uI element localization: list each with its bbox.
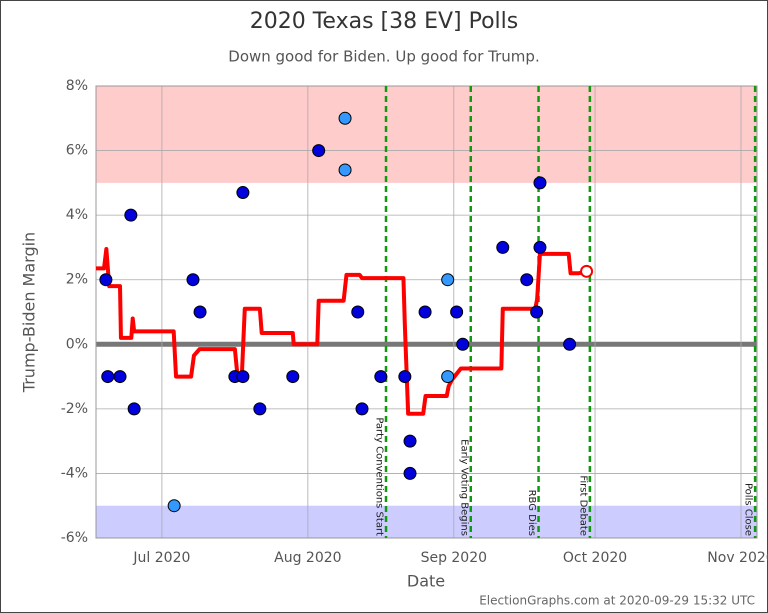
band — [96, 505, 757, 538]
poll-point — [441, 273, 455, 287]
x-tick-label: Oct 2020 — [563, 550, 627, 566]
band — [96, 86, 757, 183]
footer: ElectionGraphs.com at 2020-09-29 15:32 U… — [479, 594, 755, 608]
poll-point — [124, 208, 138, 222]
x-tick-label: Sep 2020 — [421, 550, 487, 566]
poll-point — [450, 305, 464, 319]
event-label: Early Voting Begins — [458, 439, 469, 536]
poll-point — [456, 337, 470, 351]
poll-point — [533, 240, 547, 254]
x-tick-label: Nov 2020 — [707, 550, 768, 566]
y-tick-label: 8% — [66, 78, 88, 94]
y-tick-label: 0% — [66, 336, 88, 352]
poll-point — [338, 111, 352, 125]
y-tick-label: 2% — [66, 272, 88, 288]
poll-point — [286, 370, 300, 384]
poll-point — [101, 370, 115, 384]
x-tick-label: Jul 2020 — [132, 550, 190, 566]
poll-point — [186, 273, 200, 287]
poll-point — [403, 434, 417, 448]
poll-point — [563, 337, 577, 351]
y-tick-label: -2% — [61, 401, 88, 417]
poll-point — [530, 305, 544, 319]
event-label: First Debate — [577, 475, 588, 536]
average-line — [96, 247, 588, 416]
x-tick-label: Aug 2020 — [274, 550, 341, 566]
plot-border — [95, 85, 758, 539]
y-tick-label: -6% — [61, 530, 88, 546]
plot-area: -6% -4% -2% 0% 2% 4% 6% 8% Jul 2020 Aug 2020 Sep 2… — [61, 78, 768, 566]
y-tick-label: 6% — [66, 143, 88, 159]
poll-point — [127, 402, 141, 416]
chart-subtitle: Down good for Biden. Up good for Trump. — [228, 48, 539, 66]
poll-point — [418, 305, 432, 319]
poll-point — [167, 499, 181, 513]
latest-average — [580, 264, 594, 278]
poll-point — [520, 273, 534, 287]
chart-title: 2020 Texas [38 EV] Polls — [250, 9, 519, 34]
y-axis-label: Trump-Biden Margin — [20, 232, 39, 393]
poll-point — [496, 240, 510, 254]
poll-point — [253, 402, 267, 416]
event-label: Party Conventions Start — [374, 417, 385, 536]
poll-point — [441, 370, 455, 384]
x-axis-label: Date — [407, 572, 445, 591]
poll-point — [193, 305, 207, 319]
y-tick-label: 4% — [66, 207, 88, 223]
poll-point — [113, 370, 127, 384]
event-label: Polls Close — [743, 483, 754, 536]
poll-point — [338, 163, 352, 177]
poll-point — [236, 370, 250, 384]
poll-point — [99, 273, 113, 287]
y-tick-label: -4% — [61, 465, 88, 481]
poll-point — [312, 144, 326, 158]
poll-point — [236, 186, 250, 200]
poll-point — [351, 305, 365, 319]
poll-point — [533, 176, 547, 190]
event-label: RBG Dies — [526, 490, 537, 536]
poll-point — [398, 370, 412, 384]
poll-point — [355, 402, 369, 416]
poll-point — [374, 370, 388, 384]
poll-point — [403, 466, 417, 480]
